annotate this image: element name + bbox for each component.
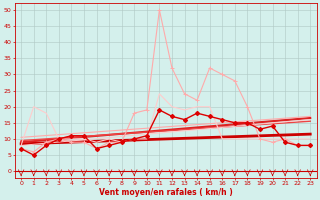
X-axis label: Vent moyen/en rafales ( km/h ): Vent moyen/en rafales ( km/h )	[99, 188, 233, 197]
